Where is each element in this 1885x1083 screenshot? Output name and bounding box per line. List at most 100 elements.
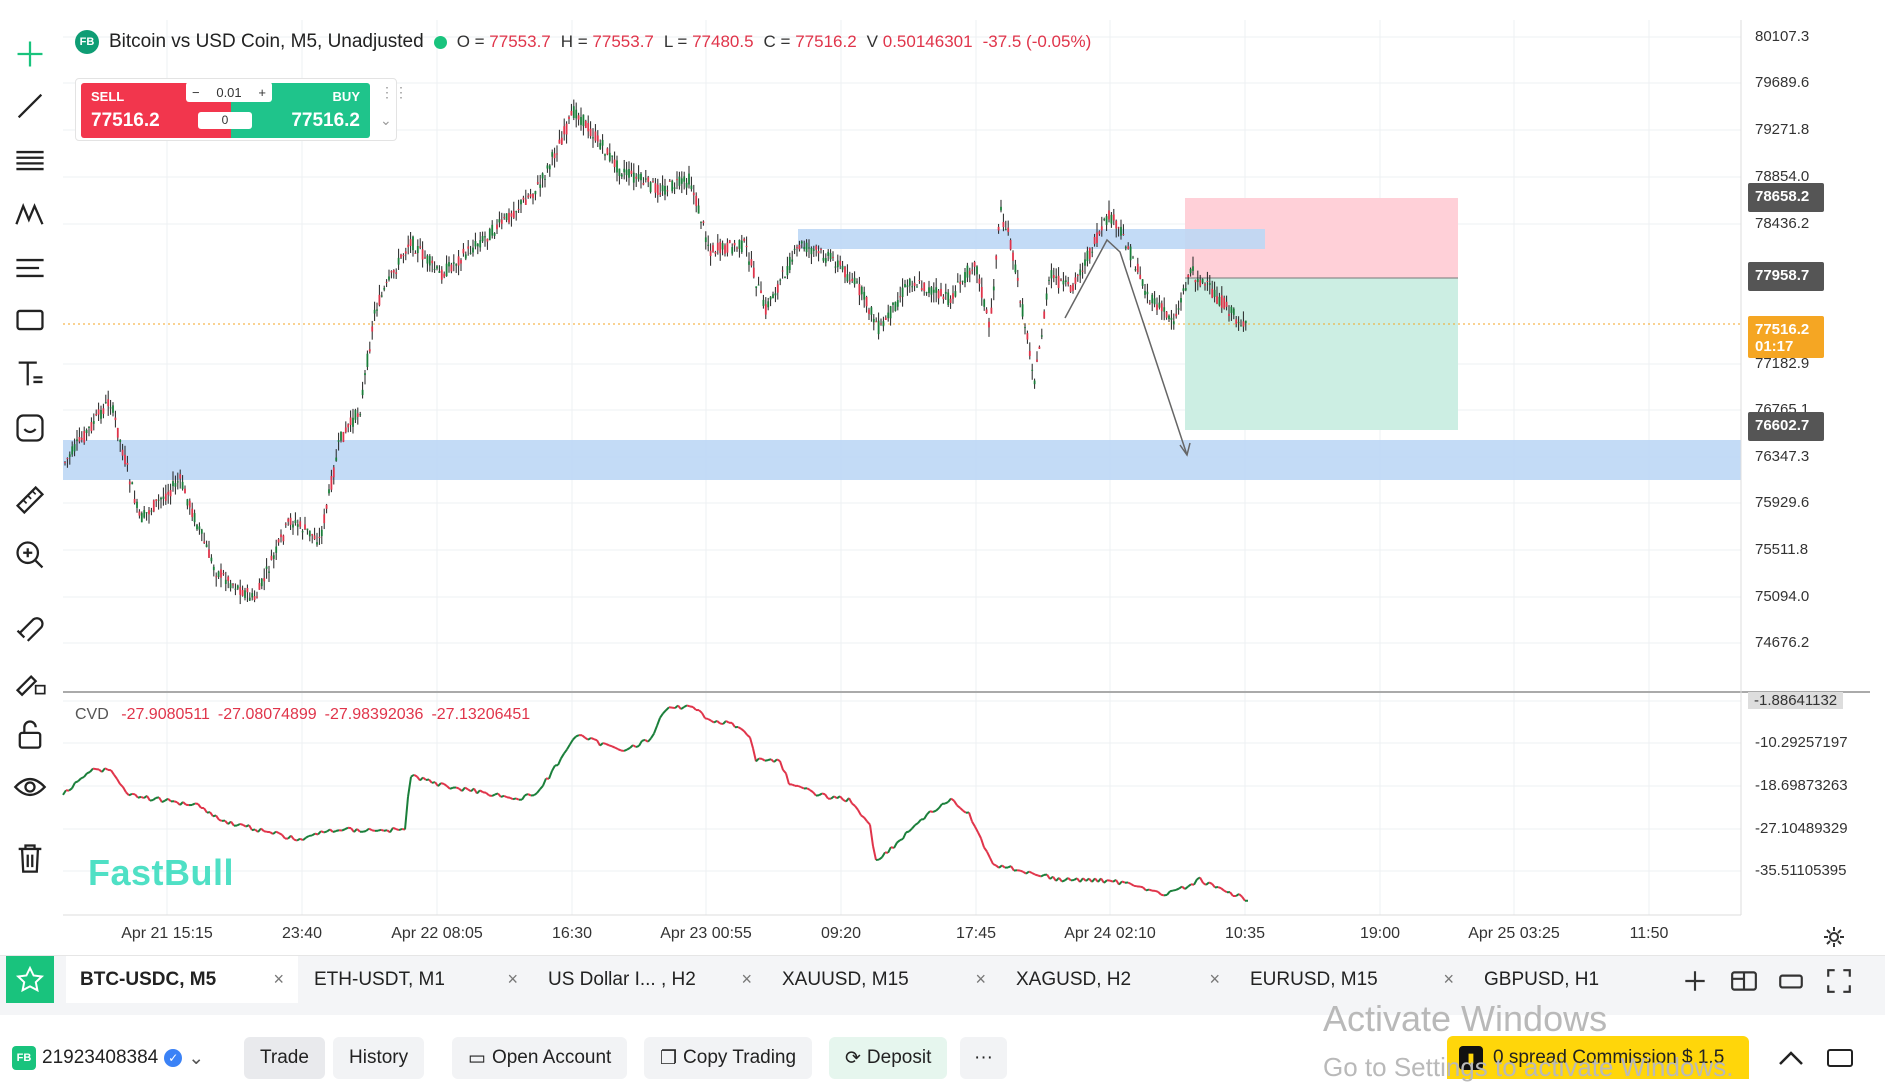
symbol-title[interactable]: Bitcoin vs USD Coin, M5, Unadjusted xyxy=(109,31,424,53)
close-icon[interactable]: × xyxy=(1443,969,1454,990)
candle-body xyxy=(1168,316,1170,319)
candle-body xyxy=(1192,266,1194,271)
symbol-tab[interactable]: BTC-USDC, M5× xyxy=(66,956,298,1003)
cvd-segment xyxy=(1158,892,1161,895)
cvd-segment xyxy=(1068,878,1071,880)
projection-arrow xyxy=(1065,240,1187,455)
candle-body xyxy=(878,321,880,334)
candle-body xyxy=(1089,248,1091,259)
candle-body xyxy=(643,183,645,185)
candle-body xyxy=(779,280,781,281)
close-icon[interactable]: × xyxy=(273,969,284,990)
fastbull-watermark: FastBull xyxy=(88,852,234,894)
layout-single-icon[interactable] xyxy=(1777,967,1805,993)
symbol-tab[interactable]: EURUSD, M15× xyxy=(1236,956,1468,1003)
close-icon[interactable]: × xyxy=(507,969,518,990)
cvd-segment xyxy=(363,831,366,832)
candle-body xyxy=(880,323,882,324)
candle-body xyxy=(688,174,690,185)
candle-body xyxy=(909,279,911,286)
candle-body xyxy=(969,271,971,275)
lot-size-stepper[interactable]: − 0.01 + xyxy=(186,82,272,102)
symbol-tab[interactable]: ETH-USDT, M1× xyxy=(300,956,532,1003)
candle-body xyxy=(835,267,837,268)
candle-body xyxy=(724,245,726,253)
candle-body xyxy=(95,414,97,415)
candle-body xyxy=(1053,275,1055,278)
price-chart[interactable] xyxy=(0,0,1885,955)
close-icon[interactable]: × xyxy=(975,969,986,990)
open-account-button[interactable]: ▭Open Account xyxy=(452,1037,627,1079)
quick-trade-widget: SELL 77516.2 BUY 77516.2 − 0.01 + 0 ⋮⋮⌄ xyxy=(75,78,397,141)
cvd-segment xyxy=(987,852,990,858)
chevron-up-icon[interactable] xyxy=(1776,1046,1806,1070)
deposit-button[interactable]: ⟳Deposit xyxy=(829,1037,947,1079)
minus-icon[interactable]: − xyxy=(192,85,200,100)
cvd-segment xyxy=(975,827,978,833)
trade-tab[interactable]: Trade xyxy=(244,1037,325,1079)
copy-trading-button[interactable]: ❐Copy Trading xyxy=(644,1037,812,1079)
cvd-segment xyxy=(792,784,795,785)
cvd-segment xyxy=(582,735,585,737)
candle-body xyxy=(374,310,376,314)
candle-body xyxy=(1120,227,1122,236)
candle-body xyxy=(1039,347,1041,349)
candle-body xyxy=(184,489,186,494)
more-button[interactable]: ··· xyxy=(960,1037,1007,1079)
cvd-segment xyxy=(972,821,975,826)
cvd-segment xyxy=(825,794,828,798)
chart-settings-icon[interactable] xyxy=(1822,925,1846,949)
candle-body xyxy=(1154,298,1156,304)
candle-body xyxy=(1185,288,1187,290)
candle-body xyxy=(1214,290,1216,297)
symbol-tab[interactable]: GBPUSD, H1 xyxy=(1470,956,1702,1003)
candle-body xyxy=(983,300,985,307)
candle-body xyxy=(633,173,635,183)
cvd-segment xyxy=(927,811,930,814)
candle-body xyxy=(357,413,359,417)
candle-body xyxy=(1235,319,1237,323)
cvd-segment xyxy=(477,790,480,793)
account-selector[interactable]: FB 21923408384 ✓ ⌄ xyxy=(12,1037,204,1079)
candle-body xyxy=(727,243,729,253)
plus-icon[interactable]: + xyxy=(258,85,266,100)
candle-body xyxy=(614,160,616,167)
lot-value[interactable]: 0.01 xyxy=(216,85,241,100)
cvd-segment xyxy=(1029,872,1032,874)
candle-body xyxy=(753,268,755,278)
cvd-segment xyxy=(774,759,777,762)
layout-split-icon[interactable] xyxy=(1730,967,1758,993)
favorites-star-icon[interactable] xyxy=(6,956,54,1003)
cvd-segment xyxy=(699,710,702,713)
fullscreen-icon[interactable] xyxy=(1825,967,1853,993)
candle-body xyxy=(595,131,597,140)
candle-body xyxy=(275,547,277,553)
candle-body xyxy=(652,181,654,182)
minimize-panel-icon[interactable] xyxy=(1825,1046,1855,1070)
candle-body xyxy=(124,455,126,464)
symbol-tab[interactable]: US Dollar I... , H2× xyxy=(534,956,766,1003)
candle-body xyxy=(1111,215,1113,224)
candle-body xyxy=(806,243,808,252)
candle-body xyxy=(1084,259,1086,265)
ohlc-open: O = 77553.7 xyxy=(457,32,551,52)
close-icon[interactable]: × xyxy=(1209,969,1220,990)
drag-handle-icon[interactable]: ⋮⋮⌄ xyxy=(380,85,392,135)
symbol-tab[interactable]: XAGUSD, H2× xyxy=(1002,956,1234,1003)
cvd-segment xyxy=(231,822,234,826)
candle-body xyxy=(1202,279,1204,283)
candle-body xyxy=(1231,307,1233,313)
candle-body xyxy=(283,535,285,541)
cvd-segment xyxy=(732,723,735,727)
cvd-segment xyxy=(63,790,66,795)
add-tab-icon[interactable] xyxy=(1681,967,1709,993)
symbol-tab[interactable]: XAUUSD, M15× xyxy=(768,956,1000,1003)
candle-body xyxy=(1070,286,1072,292)
candle-body xyxy=(340,432,342,441)
cvd-segment xyxy=(813,792,816,796)
history-tab[interactable]: History xyxy=(333,1037,424,1079)
cvd-axis-label: -1.88641132 xyxy=(1748,692,1843,709)
close-icon[interactable]: × xyxy=(741,969,752,990)
candle-body xyxy=(933,290,935,293)
